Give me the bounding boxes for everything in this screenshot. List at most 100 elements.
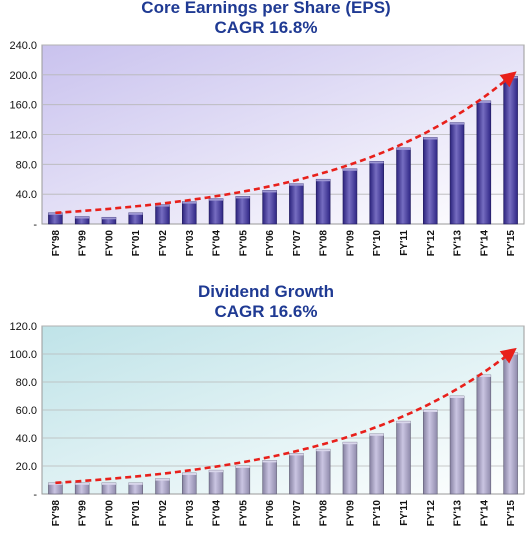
bar — [503, 352, 518, 495]
bar — [101, 482, 117, 495]
bar — [128, 482, 143, 495]
x-tick-label: FY'04 — [212, 230, 223, 257]
bar-cap — [155, 478, 170, 481]
bar-cap — [450, 396, 465, 398]
bar-cap — [101, 217, 116, 220]
x-tick-label: FY'09 — [345, 500, 356, 527]
bar — [235, 465, 251, 495]
x-tick-label: FY'06 — [265, 230, 276, 257]
bar — [182, 201, 197, 225]
trendline-arrow — [55, 347, 517, 485]
y-tick-label: 120.0 — [9, 321, 37, 333]
x-tick-label: FY'08 — [319, 500, 330, 527]
bar — [423, 409, 438, 495]
bar — [262, 460, 277, 495]
dividend-bar-chart: - 20.0 40.0 60.0 80.0 100.0 120.0 FY'98 FY'99 FY'… — [9, 321, 525, 527]
bar-cap — [128, 212, 143, 215]
x-tick-label: FY'01 — [131, 500, 142, 527]
x-tick-label: FY'98 — [51, 500, 62, 527]
dividend-chart-title: Dividend Growth — [198, 282, 334, 301]
bar-cap — [289, 183, 304, 186]
bar — [208, 469, 224, 495]
bar — [423, 137, 438, 225]
x-tick-label: FY'03 — [185, 230, 196, 257]
y-tick-label: 40.0 — [16, 433, 37, 445]
bar — [208, 198, 224, 225]
y-tick-label: 160.0 — [9, 100, 37, 112]
bar-cap — [342, 168, 357, 171]
y-tick-label: 200.0 — [9, 70, 37, 82]
bar-cap — [262, 190, 277, 193]
bar-cap — [209, 198, 224, 201]
dividend-chart-subtitle: CAGR 16.6% — [214, 302, 318, 321]
x-tick-label: FY'12 — [426, 500, 437, 527]
bar — [342, 441, 358, 495]
bar-cap — [235, 196, 250, 199]
bar-cap — [316, 449, 331, 452]
x-tick-label: FY'13 — [453, 500, 464, 527]
x-tick-label: FY'15 — [506, 500, 517, 527]
eps-chart-title: Core Earnings per Share (EPS) — [141, 0, 391, 17]
eps-bar-chart: - 40.0 80.0 120.0 160.0 200.0 240.0 FY'98 FY'99 F… — [9, 40, 525, 257]
bar-cap — [396, 421, 411, 424]
x-tick-label: FY'05 — [238, 500, 249, 527]
bar-cap — [75, 482, 90, 485]
x-tick-label: FY'00 — [104, 230, 115, 257]
y-tick-label: - — [33, 489, 37, 501]
bar — [315, 448, 331, 495]
bar — [48, 482, 63, 495]
x-tick-label: FY'05 — [238, 230, 249, 257]
dividend-chart-panel: Dividend Growth CAGR 16.6% - 20.0 40.0 60.0… — [0, 280, 532, 533]
x-tick-label: FY'07 — [292, 500, 303, 527]
bar-cap — [423, 137, 438, 140]
bar — [503, 76, 518, 225]
y-tick-label: 100.0 — [9, 349, 37, 361]
x-tick-label: FY'14 — [479, 500, 490, 527]
bar — [396, 147, 411, 225]
bar-cap — [369, 161, 384, 164]
x-tick-label: FY'04 — [212, 500, 223, 527]
x-tick-label: FY'14 — [479, 230, 490, 257]
bar — [315, 178, 331, 225]
bar — [155, 204, 170, 225]
bar — [155, 478, 170, 495]
eps-chart-panel: Core Earnings per Share (EPS) CAGR 16.8%… — [0, 0, 532, 266]
x-tick-label: FY'03 — [185, 500, 196, 527]
bar-cap — [101, 482, 116, 485]
x-tick-label: FY'00 — [104, 500, 115, 527]
x-tick-label: FY'09 — [345, 230, 356, 257]
x-tick-label: FY'13 — [453, 230, 464, 257]
x-tick-label: FY'10 — [372, 230, 383, 257]
bar — [396, 420, 411, 495]
bar — [342, 168, 358, 225]
x-tick-label: FY'08 — [319, 230, 330, 257]
bar-cap — [369, 433, 384, 436]
bar-cap — [128, 482, 143, 485]
bar-cap — [75, 216, 90, 219]
y-tick-label: 80.0 — [16, 159, 37, 171]
x-tick-label: FY'01 — [131, 230, 142, 257]
bar — [262, 190, 277, 225]
y-tick-label: 20.0 — [16, 461, 37, 473]
y-tick-label: 40.0 — [16, 189, 37, 201]
bar — [182, 472, 197, 495]
bar-cap — [289, 453, 304, 456]
bar — [235, 196, 251, 225]
trendline-arrow — [55, 71, 517, 215]
x-tick-label: FY'99 — [78, 500, 89, 527]
bar — [476, 100, 492, 225]
x-tick-label: FY'10 — [372, 500, 383, 527]
y-tick-label: 60.0 — [16, 405, 37, 417]
bar — [449, 122, 465, 225]
bar — [369, 161, 384, 225]
x-tick-label: FY'07 — [292, 230, 303, 257]
bar-cap — [48, 482, 63, 485]
bar — [289, 183, 304, 225]
bar — [289, 453, 304, 495]
bar-cap — [235, 466, 250, 468]
bar-cap — [450, 122, 465, 125]
x-tick-label: FY'02 — [158, 230, 169, 257]
y-tick-label: 240.0 — [9, 40, 37, 52]
bar-cap — [182, 473, 197, 475]
y-tick-label: 120.0 — [9, 130, 37, 142]
